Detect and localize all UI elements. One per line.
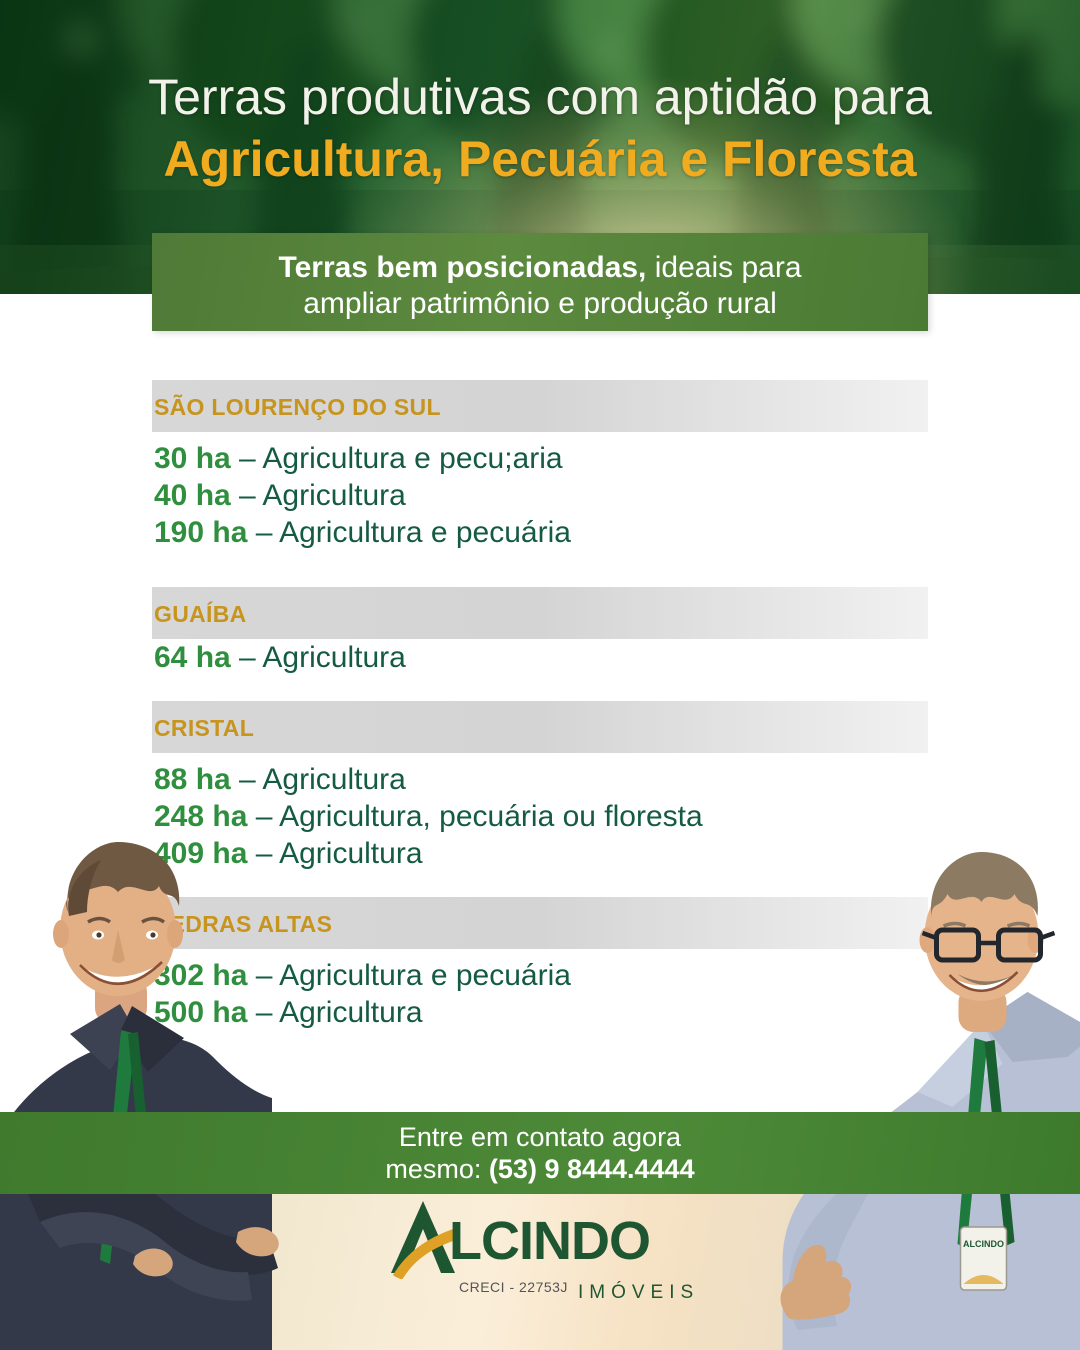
svg-text:LCINDO: LCINDO	[449, 1211, 650, 1271]
